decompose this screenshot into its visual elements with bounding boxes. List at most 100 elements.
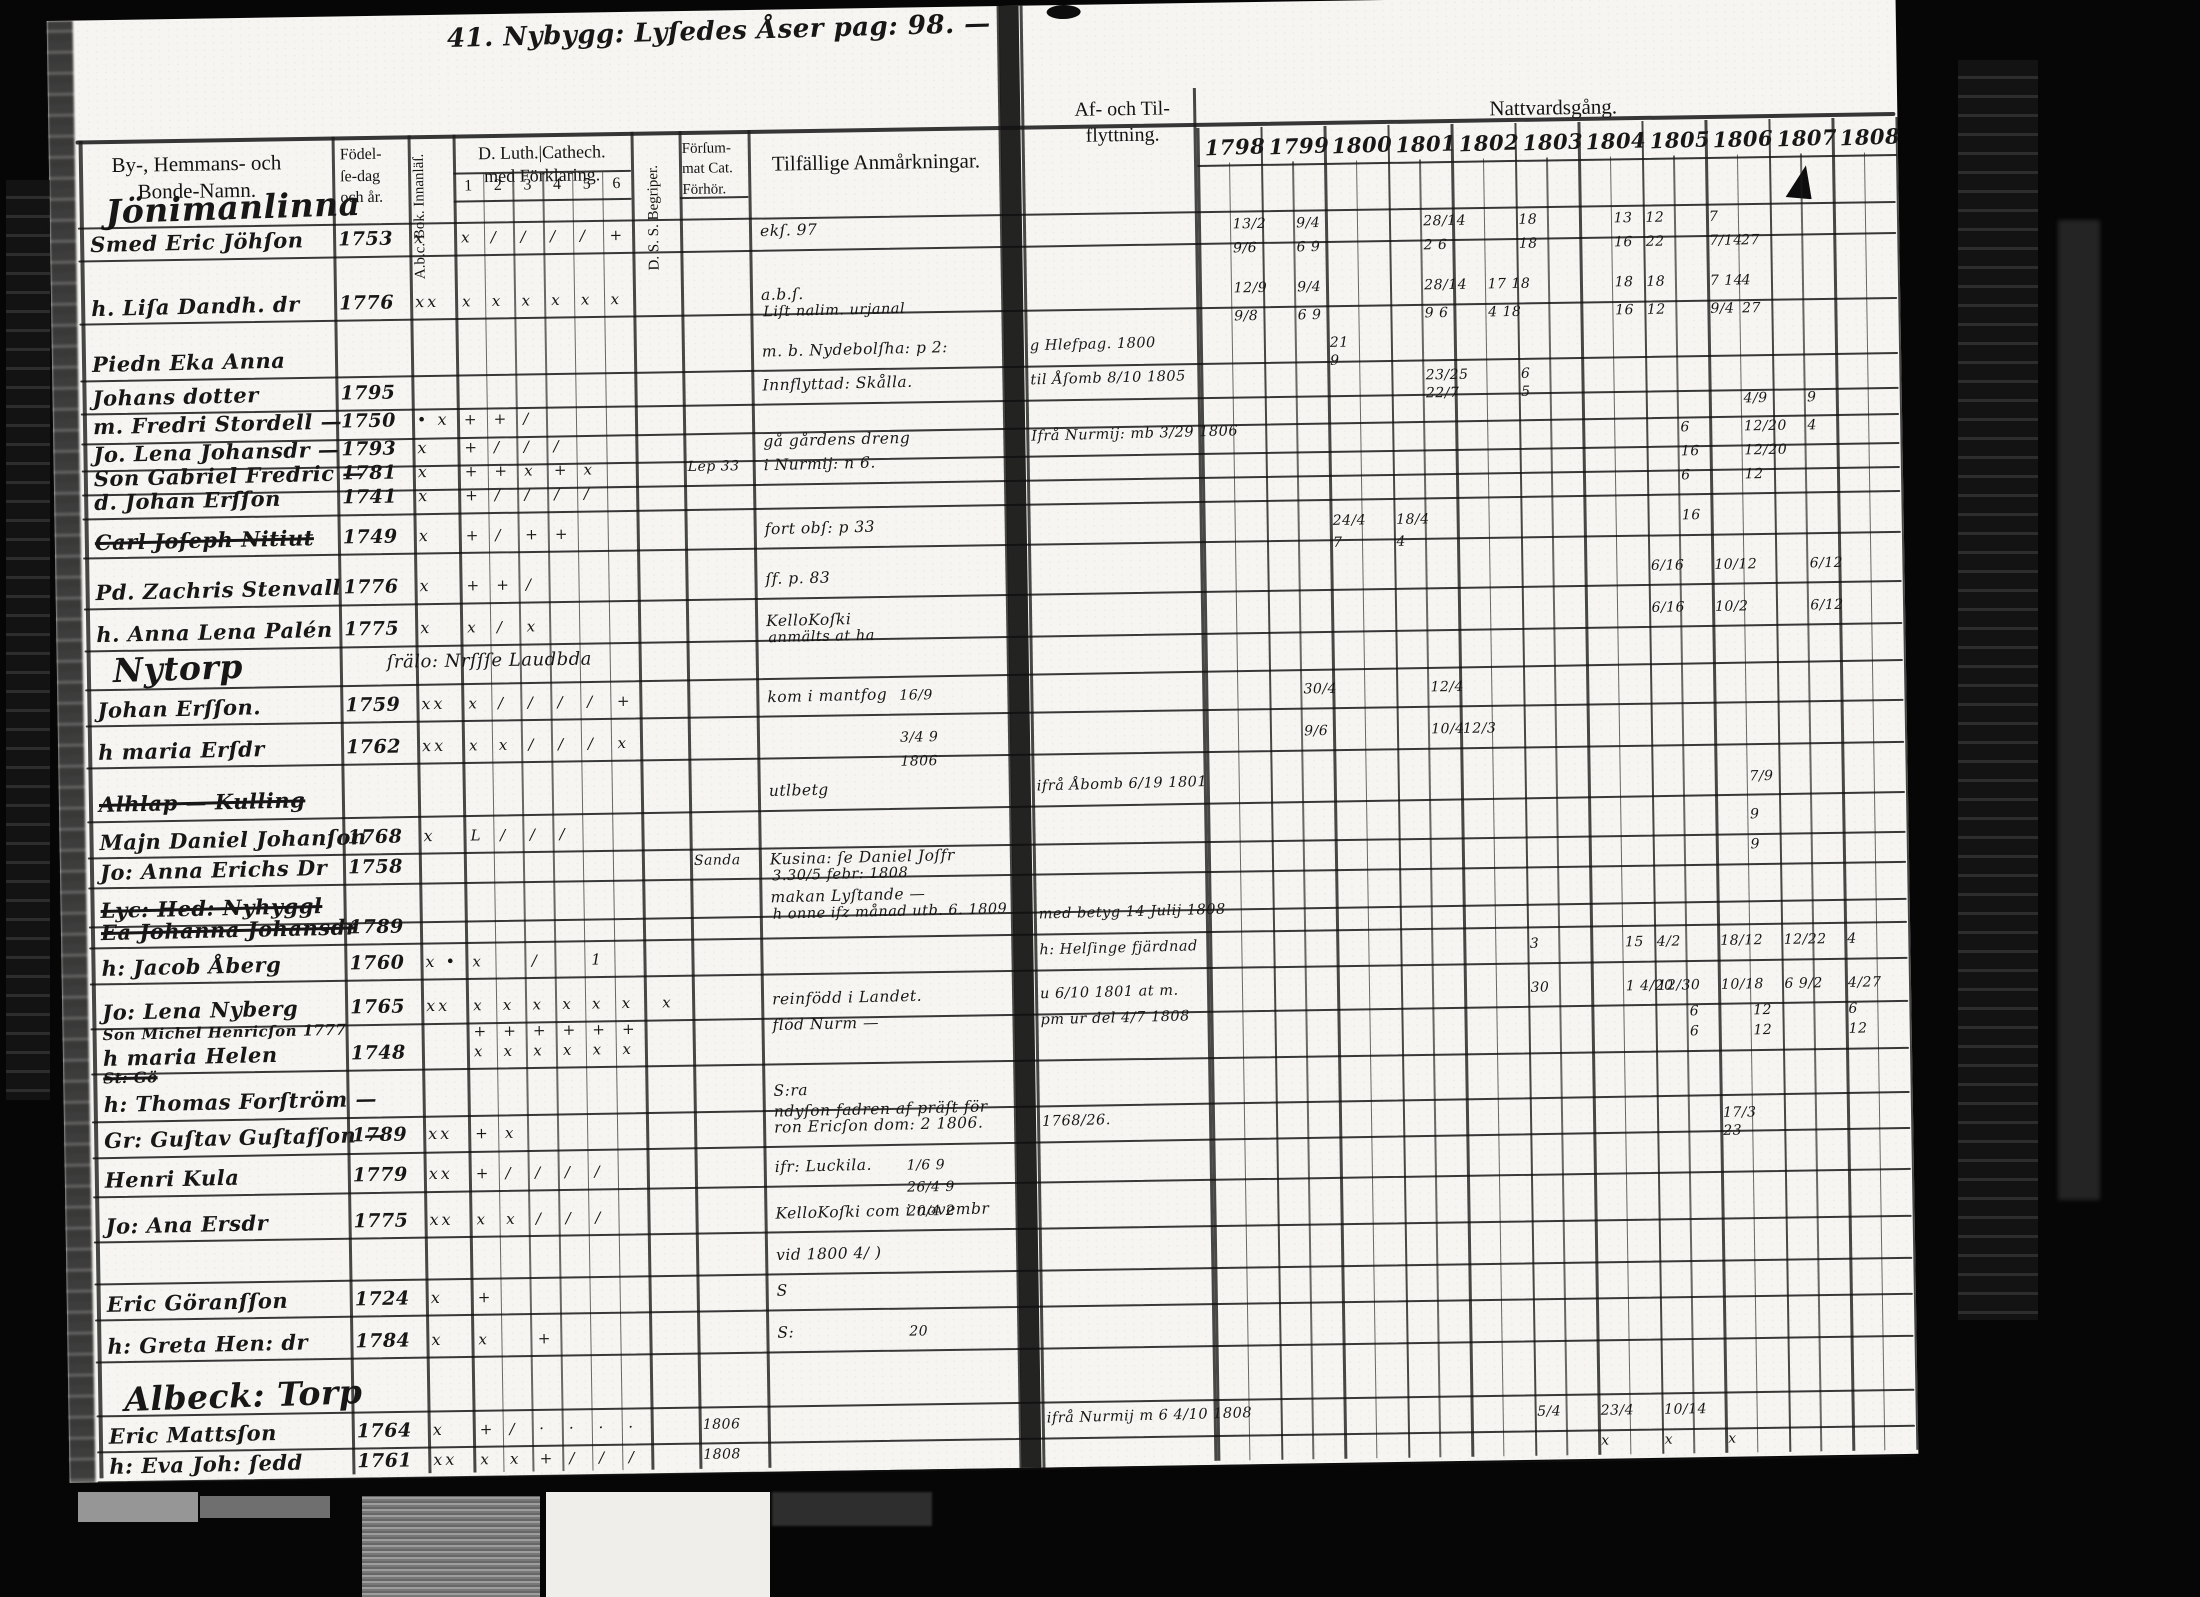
row-birth-year: 1750 [340, 409, 397, 433]
cath-mark: / [595, 1208, 602, 1227]
remark-note: vid 1800 4/ ) [775, 1243, 882, 1265]
cath-mark: 1 [591, 950, 602, 969]
communion-mark: 18 [1646, 273, 1666, 290]
communion-mark: 6/12 [1809, 554, 1844, 572]
communion-mark: 16 [1613, 234, 1634, 251]
row-rule-line [94, 1256, 1913, 1286]
cath-mark: / [564, 1162, 571, 1182]
cath-mark: / [505, 1163, 512, 1182]
right-margin-smudge [2058, 220, 2100, 1200]
cath-mark: x [468, 736, 479, 755]
communion-mark: 9/4 [1710, 300, 1735, 317]
row-name: h: Eva Joh: ſedd [109, 1449, 304, 1479]
cath-mark: x [491, 291, 501, 311]
margin-note: 1806 [900, 753, 939, 770]
row-abc-mark: x [413, 228, 427, 248]
communion-mark: 12 [1645, 209, 1665, 226]
row-name: Ea Johanna Johansdr [100, 914, 358, 946]
grid-vline [1640, 120, 1665, 1454]
row-abc-mark: x [417, 462, 430, 482]
communion-mark: 12/22 [1783, 931, 1827, 948]
grid-vline [747, 129, 771, 1468]
cath-subcolumn-number: 3 [523, 176, 532, 194]
cath-mark: x [509, 1449, 520, 1468]
cath-mark: + [475, 1164, 490, 1183]
remark-note: utlbetg [768, 780, 829, 801]
row-name: h maria Erſdr [97, 736, 266, 765]
row-abc-mark: x [418, 526, 431, 546]
row-abc-mark: xx [429, 1209, 454, 1230]
communion-mark: x [1664, 1431, 1674, 1448]
cath-mark: x [460, 228, 471, 247]
cath-mark: / [550, 227, 556, 246]
grid-vline [1863, 152, 1886, 1451]
communion-mark: 12 [1753, 1002, 1773, 1019]
communion-mark: 9 [1330, 352, 1340, 369]
grid-vline [1419, 159, 1442, 1458]
communion-mark: 7 14 [1709, 272, 1744, 289]
row-name: m. Fredri Stordell — [92, 408, 343, 440]
grid-vline [1609, 156, 1632, 1455]
year-label: 1807 [1775, 124, 1838, 152]
grid-vline [1894, 116, 1919, 1450]
margin-note: 26/4 9 [906, 1178, 955, 1196]
cath-mark: + [539, 1449, 553, 1468]
row-rule-line [96, 1388, 1915, 1418]
cath-mark: x [592, 1040, 602, 1059]
row-abc-mark: xx [421, 693, 446, 714]
birth-header-line1: Födel- [339, 145, 382, 164]
cath-mark: + [465, 486, 479, 505]
dss-mark: x [662, 993, 672, 1012]
grid-vline [1736, 154, 1759, 1453]
cath-mark: / [529, 825, 536, 844]
cath-mark: / [524, 485, 531, 504]
cath-mark: / [565, 1208, 572, 1228]
cath-mark: / [535, 1163, 541, 1182]
cath-mark: x [506, 1209, 516, 1228]
remark-note: ifr: Luckila. [774, 1155, 873, 1177]
grid-vline [1831, 117, 1855, 1451]
forsum-header-line1: Förſum- [681, 140, 732, 158]
cath-mark: x [617, 733, 627, 753]
cath-mark: + [616, 691, 631, 711]
communion-mark: 9/4 [1296, 215, 1321, 232]
column-header-remarks: Tilfällige Anmårkningar. [771, 148, 981, 176]
cath-mark: x [498, 735, 508, 754]
communion-mark: 4 [1847, 930, 1857, 947]
cath-mark: + [475, 1124, 489, 1143]
row-birth-year: 1762 [345, 735, 402, 759]
communion-mark: 13/2 [1232, 215, 1267, 233]
year-label: 1801 [1394, 130, 1457, 158]
cath-mark: / [525, 575, 532, 594]
grid-vline [1386, 124, 1411, 1458]
communion-mark: 6 9 [1297, 307, 1322, 324]
communion-mark: 16 [1615, 302, 1635, 319]
bottom-white-block [546, 1492, 770, 1597]
row-name: Alhlap — Kulling [98, 787, 306, 818]
row-rule-line [80, 351, 1899, 383]
cath-mark: x [461, 292, 472, 311]
row-abc-mark: x [420, 618, 433, 638]
remark-note: S [776, 1281, 789, 1300]
communion-mark: 4/9 [1743, 390, 1768, 407]
moving-note: h: Helſinge fjärdnad [1039, 938, 1199, 959]
margin-note: 1/6 9 [906, 1157, 946, 1174]
remark-note-line2: 3.30/5 febr: 1808 [771, 864, 909, 885]
row-birth-year: 1775 [344, 617, 400, 641]
communion-mark: 6 [1680, 419, 1691, 436]
cath-mark: + [477, 1288, 491, 1307]
cath-mark: / [500, 825, 506, 844]
row-abc-mark: xx [428, 1123, 453, 1144]
cath-mark: + [537, 1329, 552, 1348]
row-abc-mark: xx [421, 735, 447, 756]
row-birth-year: 1758 [347, 855, 404, 879]
grid-vline [1259, 126, 1284, 1460]
margin-note: 3/4 9 [899, 729, 939, 746]
row-birth-year: 1793 [341, 437, 397, 461]
cath-mark: x [504, 1123, 514, 1142]
row-birth-year: 1760 [349, 951, 405, 975]
cath-mark: / [496, 617, 503, 637]
row-birth-year: 1765 [350, 995, 406, 1019]
row-name: Carl Joſeph Nitiut [94, 525, 315, 556]
cath-mark: / [554, 485, 560, 504]
